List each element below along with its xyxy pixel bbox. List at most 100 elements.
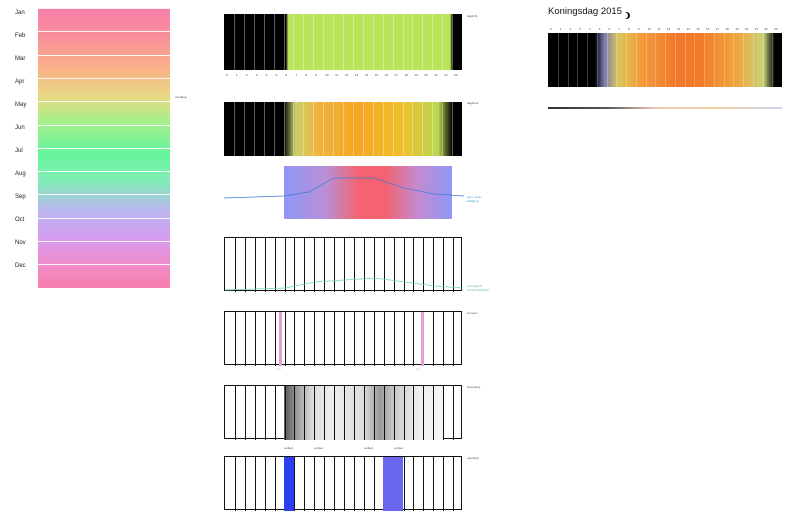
hour-tick: 21 — [754, 27, 759, 31]
grid-line — [264, 457, 266, 511]
year-marker-label: vandaag — [175, 95, 187, 99]
hour-tick: 11 — [657, 27, 661, 31]
sun-marker-right — [421, 312, 424, 366]
hour-tick: 22 — [444, 73, 448, 77]
grid-line — [243, 102, 245, 156]
grid-line — [264, 312, 266, 366]
month-separator — [38, 217, 170, 219]
grid-line — [294, 457, 296, 511]
grid-line — [635, 33, 637, 87]
month-label: Nov — [15, 240, 26, 246]
grid-line — [234, 386, 236, 440]
cloud-panel — [224, 385, 462, 440]
grid-line — [423, 457, 425, 511]
grid-line — [244, 457, 246, 511]
grid-line — [304, 312, 306, 366]
daylight-panel — [224, 14, 462, 70]
grid-line — [294, 386, 296, 440]
grid-line — [363, 238, 365, 292]
hour-tick: 6 — [285, 73, 288, 77]
grid-line — [313, 14, 315, 70]
hour-tick: 16 — [384, 73, 388, 77]
grid-line — [333, 14, 335, 70]
grid-line — [392, 102, 394, 156]
hour-tick: 9 — [637, 27, 640, 31]
sun-marker-left-label: zon — [276, 367, 281, 371]
grid-line — [284, 238, 286, 292]
grid-line — [314, 386, 316, 440]
hour-tick: 12 — [345, 73, 349, 77]
grid-line — [273, 102, 275, 156]
cloud-label: bewolking — [467, 385, 481, 389]
rain-panel — [224, 456, 462, 511]
grid-line — [344, 312, 345, 366]
month-label: Sep — [15, 194, 26, 200]
month-separator — [38, 241, 170, 242]
hour-tick: 1 — [235, 73, 238, 77]
grid-line — [284, 312, 286, 366]
month-separator — [38, 147, 170, 149]
grid-line — [373, 238, 375, 292]
grid-line — [684, 33, 686, 87]
hour-tick: 13 — [354, 73, 359, 77]
grid-line — [443, 238, 445, 292]
grid-line — [273, 14, 275, 70]
grid-line — [392, 14, 394, 70]
grid-line — [362, 14, 364, 70]
hour-tick: 23 — [774, 27, 778, 31]
grid-line — [294, 238, 296, 292]
hour-tick: 7 — [295, 73, 298, 77]
grid-line — [284, 386, 286, 440]
month-label: Aug — [15, 171, 26, 177]
grid-line — [452, 102, 454, 156]
grid-line — [403, 386, 405, 440]
grid-line — [324, 238, 326, 292]
grid-line — [303, 102, 305, 156]
grid-line — [442, 102, 444, 156]
grid-line — [234, 238, 236, 292]
hour-tick: 17 — [715, 27, 720, 31]
hour-axis: 0 1 2 3 4 5 6 7 8 9 10 11 12 13 14 15 16 17 18 19 20 21 22 23 — [224, 73, 462, 79]
daycolor-label: dagkleur — [467, 101, 479, 105]
month-separator — [38, 77, 170, 79]
hour-tick: 9 — [315, 73, 317, 77]
grid-line — [233, 14, 235, 70]
hour-tick: 3 — [255, 73, 258, 77]
grid-line — [353, 457, 355, 511]
grid-line — [233, 102, 235, 156]
grid-line — [234, 457, 236, 511]
grid-line — [234, 312, 236, 366]
humidity-label: vochtigheid luchtvochtigheid — [467, 284, 489, 292]
hour-tick: 14 — [686, 27, 690, 31]
grid-line — [352, 14, 354, 70]
grid-line — [304, 386, 306, 440]
hour-tick: 10 — [325, 73, 329, 77]
hour-tick: 8 — [305, 73, 307, 77]
month-separator — [38, 124, 170, 126]
grid-line — [393, 312, 395, 366]
page-title: Koningsdag 2015 — [548, 6, 622, 17]
grid-line — [314, 457, 316, 511]
grid-line — [383, 386, 385, 440]
grid-line — [432, 102, 434, 156]
grid-line — [422, 14, 424, 70]
grid-line — [393, 386, 395, 440]
grid-line — [453, 312, 455, 366]
grid-line — [294, 312, 296, 366]
month-label: Jul — [15, 148, 23, 154]
hour-tick: 20 — [424, 73, 428, 77]
grid-line — [344, 238, 345, 292]
grid-line — [403, 312, 405, 366]
sun-marker-left — [279, 312, 282, 366]
grid-line — [254, 386, 256, 440]
hour-tick: 11 — [335, 73, 339, 77]
grid-line — [443, 312, 445, 366]
hour-tick: 6 — [608, 27, 611, 31]
hour-tick: 10 — [647, 27, 651, 31]
grid-line — [413, 457, 415, 511]
grid-line — [382, 14, 384, 70]
grid-line — [442, 14, 444, 70]
koningsdag-color-block — [548, 33, 782, 87]
grid-line — [393, 238, 395, 292]
grid-line — [363, 457, 365, 511]
